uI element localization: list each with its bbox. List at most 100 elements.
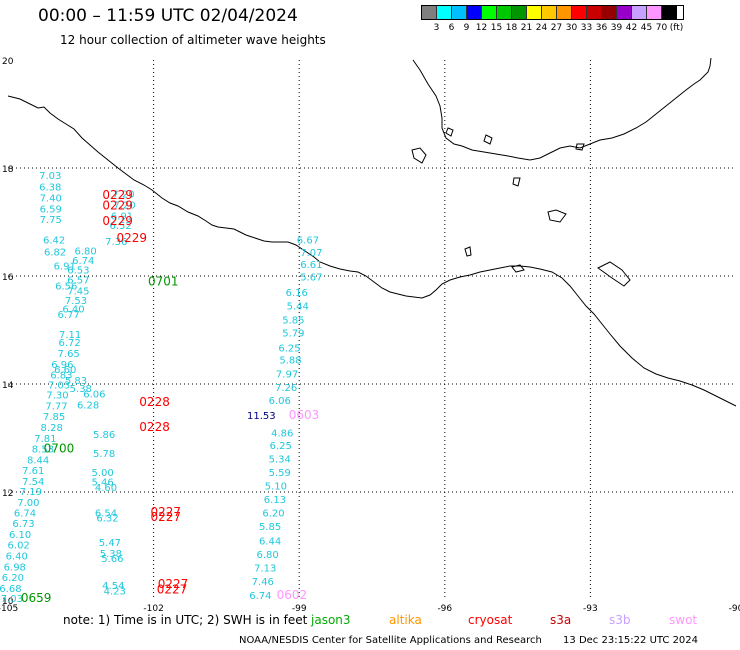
legend-swatch (587, 6, 602, 19)
pass-time-label: 0603 (289, 408, 320, 422)
map-gridlines (8, 60, 736, 600)
mission-name: jason3 (311, 613, 351, 627)
wave-height-value: 5.83 (65, 376, 87, 387)
pass-time-label: 0228 (139, 395, 170, 409)
notes-line: note: 1) Time is in UTC; 2) SWH is in fe… (63, 613, 697, 627)
legend-label: 9 (463, 23, 470, 33)
wave-height-value: 7.40 (40, 193, 62, 204)
wave-height-value: 6.91 (111, 211, 133, 222)
wave-height-value: 6.02 (8, 541, 30, 552)
color-legend: 3 6 9 12 15 18 21 24 27 30 33 36 39 42 45 70 (ft) (421, 5, 684, 33)
island-6 (483, 134, 493, 145)
legend-swatch (557, 6, 572, 19)
wave-height-value: 7.13 (254, 563, 276, 574)
wave-height-value: 5.38 (100, 549, 122, 560)
mission-name: s3a (550, 613, 572, 627)
latitude-label: 14 (2, 381, 14, 391)
latitude-label: 12 (2, 489, 13, 499)
longitude-label: -90 (729, 604, 740, 614)
wave-height-value: 8.28 (41, 423, 63, 434)
legend-swatch (467, 6, 482, 19)
legend-swatch (482, 6, 497, 19)
pass-time-label: 0227 (150, 505, 181, 519)
pass-time-label: 0602 (277, 588, 308, 602)
pass-time-label: 0700 (44, 442, 75, 456)
island-5 (512, 177, 521, 187)
wave-height-value: 4.54 (102, 581, 124, 592)
island-7 (575, 143, 585, 151)
legend-label: 27 (550, 23, 563, 33)
wave-height-value: 7.11 (59, 330, 81, 341)
wave-height-value: 6.91 (54, 262, 76, 273)
wave-height-value: 8.53 (32, 445, 54, 456)
island-2 (547, 209, 567, 223)
legend-swatch (512, 6, 527, 19)
legend-swatches (421, 5, 684, 20)
wave-height-value: 7.53 (65, 296, 87, 307)
wave-height-value: 7.19 (20, 487, 42, 498)
wave-height-value: 7.81 (34, 434, 56, 445)
legend-label: 18 (505, 23, 518, 33)
yucatan-gulf-coastline (412, 57, 712, 161)
wave-height-value: 6.38 (39, 183, 61, 194)
wave-height-value: 5.79 (282, 328, 304, 339)
legend-swatch (572, 6, 587, 19)
wave-height-value: 7.26 (275, 383, 297, 394)
wave-height-value: 6.60 (54, 365, 76, 376)
wave-height-value: 6.20 (262, 508, 284, 519)
pass-time-label: 0227 (157, 583, 188, 597)
wave-height-value: 11.53 (247, 411, 276, 422)
island-8 (511, 264, 525, 273)
map-subtitle: 12 hour collection of altimeter wave hei… (60, 33, 326, 47)
wave-height-value: 7.77 (45, 401, 67, 412)
wave-height-value: 7.61 (22, 466, 44, 477)
wave-height-value: 7.85 (43, 412, 65, 423)
wave-height-value: 7.75 (40, 215, 62, 226)
wave-height-value: 7.03 (39, 171, 61, 182)
pass-time-label: 0701 (148, 275, 179, 289)
wave-height-value: 6.74 (249, 591, 271, 602)
footer-timestamp: 13 Dec 23:15:22 UTC 2024 (563, 635, 699, 646)
legend-swatch (437, 6, 452, 19)
pass-time-label: 0229 (102, 199, 133, 213)
legend-swatch (497, 6, 512, 19)
coastline (7, 57, 737, 407)
wave-height-value: 7.30 (46, 391, 68, 402)
wave-height-value: 6.80 (75, 246, 97, 257)
wave-height-value: 6.98 (4, 562, 26, 573)
longitude-label: -93 (583, 604, 598, 614)
wave-height-value: 7.36 (105, 237, 127, 248)
legend-label: 70 (655, 23, 668, 33)
wave-height-value: 6.72 (59, 338, 81, 349)
wave-height-value: 8.44 (27, 455, 49, 466)
wave-height-value: 7.03 (48, 380, 70, 391)
wave-height-value: 6.06 (269, 396, 291, 407)
wave-height-value: 5.66 (101, 554, 123, 565)
wave-height-value: 6.96 (51, 360, 73, 371)
island-1 (411, 147, 427, 164)
legend-label: 33 (580, 23, 593, 33)
pass-time-label: 0227 (158, 577, 189, 591)
wave-height-readings: 7.036.387.406.597.756.426.826.916.566.77… (0, 171, 322, 605)
wave-height-value: 6.52 (109, 221, 131, 232)
map-title: 00:00 – 11:59 UTC 02/04/2024 (38, 6, 298, 26)
wave-height-value: 7.65 (58, 349, 80, 360)
longitude-label: -105 (0, 604, 18, 614)
wave-height-value: 6.28 (77, 400, 99, 411)
pass-time-label: 0229 (102, 214, 133, 228)
wave-height-value: 5.78 (93, 449, 115, 460)
wave-height-value: 5.86 (93, 430, 115, 441)
wave-height-value: 6.67 (297, 236, 319, 247)
longitude-label: -102 (143, 604, 163, 614)
wave-height-value: 7.03 (1, 594, 23, 605)
wave-height-value: 5.10 (265, 481, 287, 492)
wave-height-value: 7.00 (17, 498, 39, 509)
legend-label: 15 (490, 23, 503, 33)
mexico-pacific-coastline (7, 95, 737, 407)
wave-height-value: 7.45 (67, 286, 89, 297)
wave-height-value: 7.20 (113, 201, 135, 212)
wave-height-value: 7.54 (22, 477, 44, 488)
footer-credit: NOAA/NESDIS Center for Satellite Applica… (239, 635, 542, 646)
longitude-label: -99 (292, 604, 307, 614)
wave-height-value: 5.46 (92, 478, 114, 489)
